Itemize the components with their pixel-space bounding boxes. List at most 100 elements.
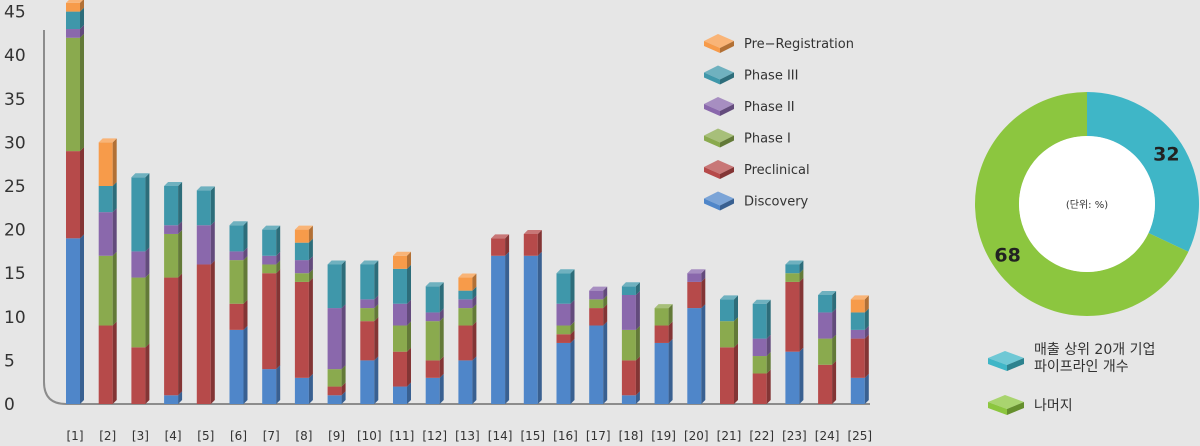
x-tick-label: [25]	[847, 429, 872, 443]
bar-segment	[229, 256, 248, 304]
y-tick-label: 10	[4, 308, 26, 328]
bar-segment	[393, 347, 411, 387]
bar-cap	[785, 260, 804, 265]
bar-segment	[229, 325, 248, 404]
bar-segment	[621, 391, 640, 404]
donut-slice	[1087, 92, 1200, 252]
bar-segment	[850, 325, 869, 339]
x-tick-label: [15]	[520, 429, 545, 443]
bar-segment	[818, 360, 837, 404]
bar-stack	[131, 173, 150, 404]
bar-segment	[785, 347, 804, 404]
bar-segment	[850, 295, 869, 313]
legend-swatch	[704, 128, 734, 143]
bar-segment	[66, 7, 84, 30]
bar-stack	[327, 260, 346, 404]
x-tick-label: [11]	[390, 429, 415, 443]
y-tick-label: 15	[4, 264, 26, 284]
x-tick-label: [23]	[782, 429, 807, 443]
bar-cap	[752, 299, 771, 304]
bar-cap	[491, 234, 510, 239]
bar-cap	[196, 186, 215, 191]
bar-cap	[687, 269, 706, 274]
bar-segment	[621, 282, 640, 295]
bar-cap	[654, 304, 673, 309]
bar-cap	[850, 295, 869, 300]
bar-stack	[850, 295, 869, 404]
bar-segment	[850, 308, 869, 330]
bar-segment	[98, 321, 117, 404]
bar-segment	[360, 317, 379, 361]
bar-segment	[294, 238, 313, 261]
bar-segment	[327, 365, 346, 387]
bar-segment	[164, 229, 183, 278]
bar-cap	[458, 273, 477, 278]
legend-item: Phase II	[704, 97, 795, 116]
bar-segment	[327, 304, 346, 370]
bar-segment	[327, 382, 346, 396]
bar-segment	[425, 373, 444, 404]
bar-segment	[229, 247, 248, 261]
bar-stack	[393, 251, 411, 404]
bar-cap	[131, 173, 150, 178]
bar-segment	[785, 269, 804, 282]
bar-cap	[818, 291, 837, 295]
bar-segment	[654, 338, 673, 404]
bar-segment	[654, 304, 673, 326]
legend-item: Preclinical	[704, 160, 810, 179]
bar-segment	[850, 373, 869, 404]
bar-segment	[164, 221, 183, 234]
legend-swatch	[704, 160, 734, 174]
bar-segment	[720, 295, 738, 322]
bar-cap	[262, 225, 281, 230]
bar-segment	[818, 291, 837, 313]
bar-cap	[425, 282, 444, 287]
bar-segment	[294, 256, 313, 274]
bar-segment	[850, 334, 869, 378]
legend-label: Preclinical	[744, 163, 810, 178]
bar-segment	[458, 273, 477, 291]
bar-cap	[98, 138, 117, 143]
bar-segment	[589, 295, 608, 309]
bar-segment	[294, 225, 313, 243]
legend-swatch	[704, 97, 734, 111]
bar-segment	[425, 356, 444, 378]
bar-segment	[66, 147, 84, 239]
bar-segment	[327, 260, 346, 309]
bar-segment	[621, 325, 640, 361]
bar-cap	[294, 225, 313, 230]
bar-segment	[229, 299, 248, 330]
legend-label: Phase I	[744, 132, 791, 147]
bar-segment	[360, 295, 379, 309]
bar-segment	[327, 391, 346, 404]
donut-slice	[975, 92, 1189, 316]
x-tick-label: [7]	[263, 429, 280, 443]
bar-stack	[589, 286, 608, 404]
y-tick-label: 20	[4, 221, 26, 241]
bar-segment	[523, 251, 542, 404]
bar-segment	[752, 369, 771, 404]
bar-stack	[229, 221, 248, 404]
bar-stack	[262, 225, 281, 404]
x-tick-label: [16]	[553, 429, 578, 443]
bar-segment	[458, 321, 477, 361]
bar-segment	[294, 373, 313, 404]
x-tick-label: [1]	[67, 429, 84, 443]
bar-stack	[425, 282, 444, 404]
x-tick-label: [4]	[165, 429, 182, 443]
y-tick-label: 5	[4, 351, 15, 371]
slice-value-label: 32	[1153, 144, 1179, 166]
bar-segment	[196, 260, 215, 404]
bar-segment	[720, 317, 738, 348]
bar-segment	[393, 251, 411, 269]
x-tick-label: [13]	[455, 429, 480, 443]
bar-cap	[393, 251, 411, 256]
x-tick-label: [6]	[230, 429, 247, 443]
bar-cap	[523, 229, 542, 234]
bar-cap	[229, 221, 248, 226]
bar-segment	[720, 343, 738, 404]
bar-cap	[164, 182, 183, 186]
legend-item: Phase III	[704, 65, 798, 85]
bar-segment	[131, 273, 150, 348]
